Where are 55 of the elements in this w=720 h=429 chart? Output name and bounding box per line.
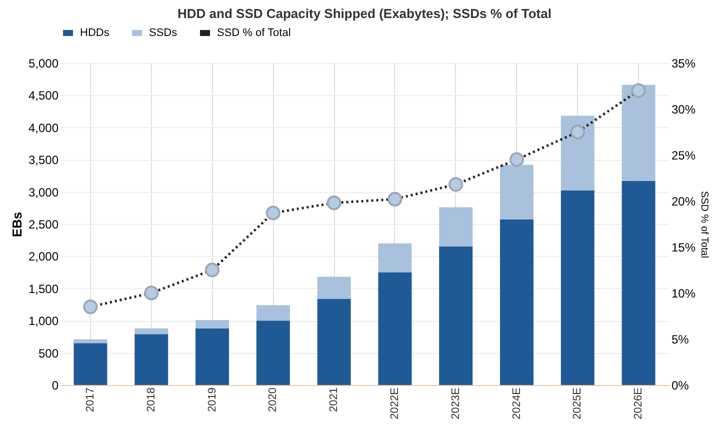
bar xyxy=(134,328,168,334)
bar xyxy=(378,272,412,385)
bar xyxy=(439,207,473,247)
x-tick-label: 2017 xyxy=(84,388,96,412)
bar xyxy=(500,219,534,385)
x-tick-label: 2021 xyxy=(328,388,340,412)
x-tick-label: 2019 xyxy=(206,388,218,412)
bar xyxy=(196,328,229,385)
bar xyxy=(256,305,290,321)
y-tick-label: 500 xyxy=(38,346,59,360)
y-tick-label: 1,000 xyxy=(28,314,59,328)
x-tick-label: 2020 xyxy=(267,388,280,412)
y2-tick-label: 5% xyxy=(672,332,690,346)
bar xyxy=(196,320,229,328)
x-tick-label: 2018 xyxy=(145,388,158,412)
bar xyxy=(622,84,656,181)
bar xyxy=(256,320,290,385)
y2-tick-label: 35% xyxy=(672,56,696,70)
y2-tick-label: 0% xyxy=(672,378,690,392)
y-tick-label: 5,000 xyxy=(28,56,59,70)
y-tick-label: 3,000 xyxy=(28,185,59,200)
y2-axis-title: SSD % of Total xyxy=(698,190,710,258)
y-axis-title: EBs xyxy=(9,212,24,238)
bar xyxy=(378,243,412,272)
bar xyxy=(74,343,108,385)
y-tick-label: 0 xyxy=(52,378,59,392)
y2-tick-label: 30% xyxy=(672,102,696,116)
y2-tick-label: 25% xyxy=(672,148,696,162)
x-tick-label: 2022E xyxy=(388,388,401,420)
bar xyxy=(500,164,534,220)
x-tick-label: 2025E xyxy=(572,388,584,420)
legend-label: HDDs xyxy=(80,27,110,39)
y2-tick-label: 15% xyxy=(672,240,696,254)
y-tick-label: 1,500 xyxy=(28,282,59,296)
chart-title: HDD and SSD Capacity Shipped (Exabytes); SSDs % of Total xyxy=(178,6,552,21)
y-tick-label: 3,500 xyxy=(28,153,59,168)
legend-label: SSD % of Total xyxy=(217,27,291,39)
bar xyxy=(74,339,108,344)
y-tick-label: 2,000 xyxy=(28,250,59,264)
y-tick-label: 4,500 xyxy=(28,88,59,103)
y2-tick-label: 10% xyxy=(672,286,696,300)
bar xyxy=(439,246,473,385)
bar xyxy=(622,180,656,385)
y-tick-label: 4,000 xyxy=(28,120,59,135)
bar xyxy=(560,116,594,191)
x-tick-label: 2024E xyxy=(510,388,523,420)
bar xyxy=(317,276,351,299)
bar xyxy=(317,298,351,385)
bar xyxy=(560,190,594,385)
x-tick-label: 2023E xyxy=(450,388,462,420)
y2-tick-label: 20% xyxy=(672,194,696,208)
bar xyxy=(134,334,168,385)
x-tick-label: 2026E xyxy=(632,388,645,420)
legend-label: SSDs xyxy=(149,27,178,39)
y-tick-label: 2,500 xyxy=(28,218,59,232)
